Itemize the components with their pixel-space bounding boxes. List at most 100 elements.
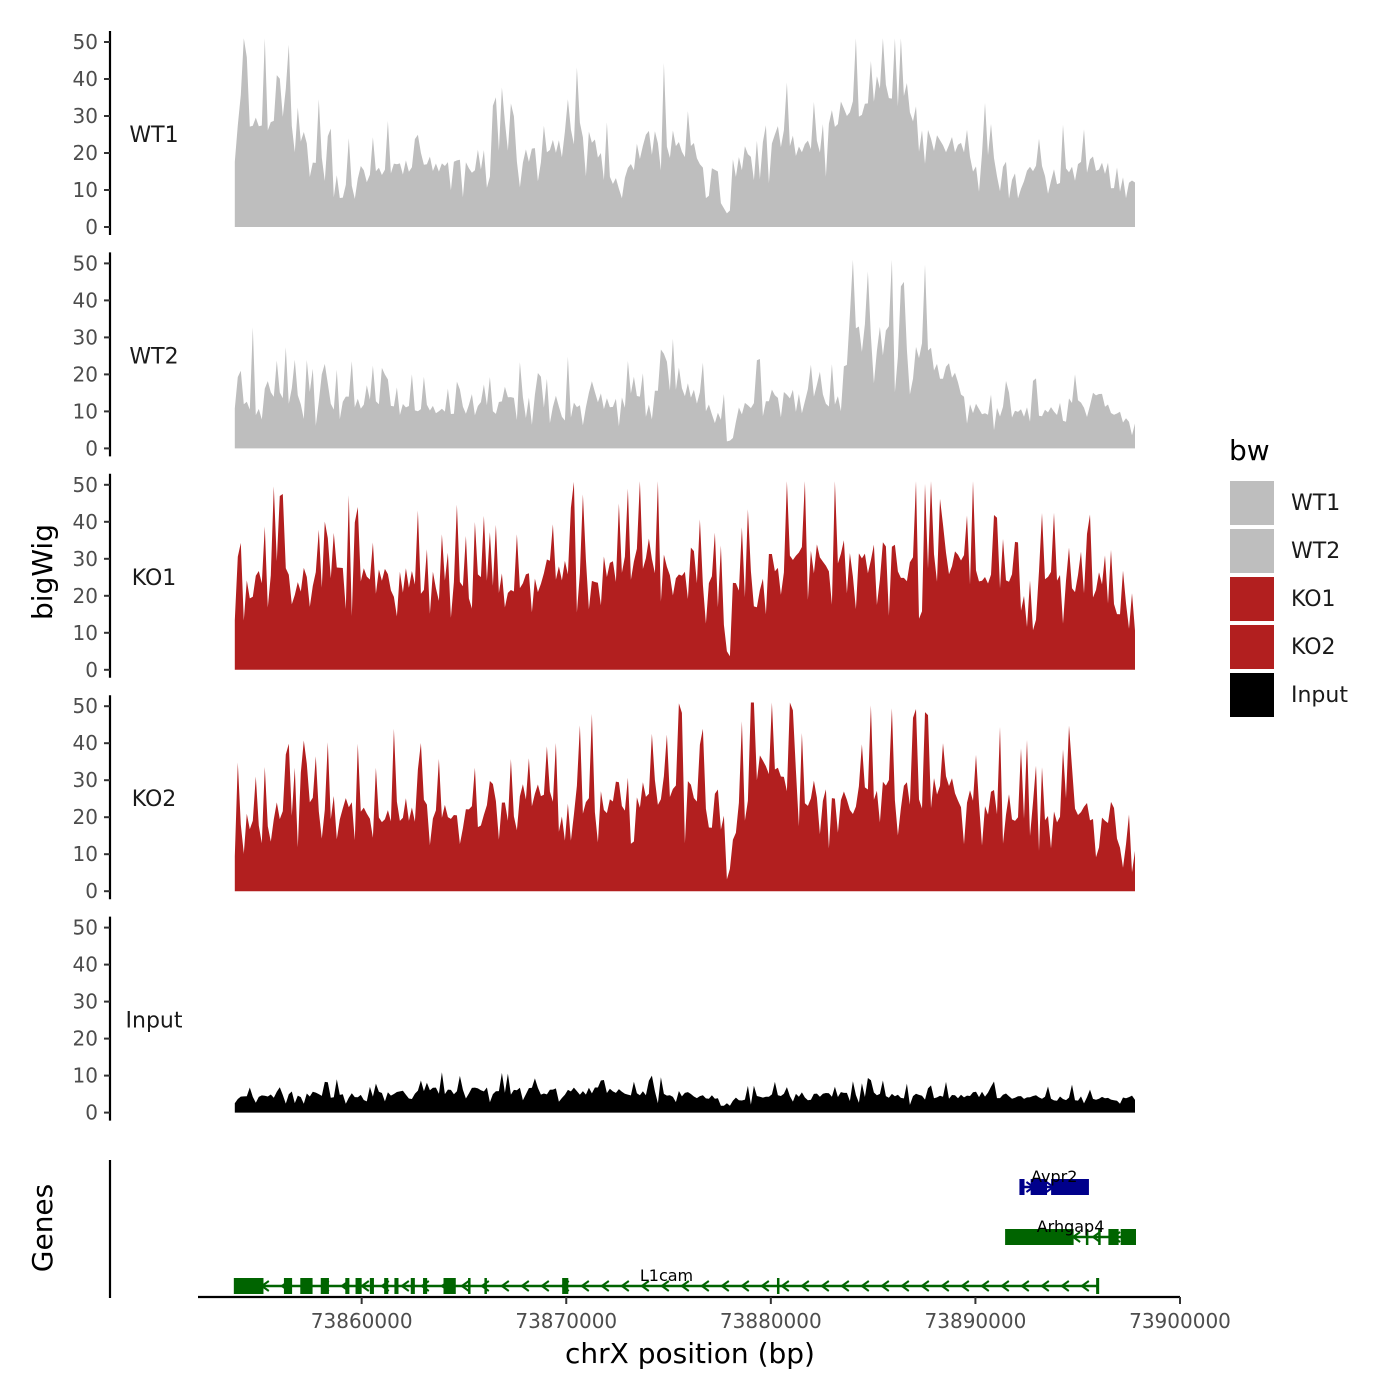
gene-strand-arrow-l1cam: [940, 1280, 950, 1292]
y-tick-label-wt1-20: 20: [73, 141, 98, 165]
gene-strand-arrow-l1cam: [520, 1280, 530, 1292]
gene-exon-l1cam-6: [369, 1278, 374, 1294]
y-tick-label-wt1-0: 0: [85, 215, 98, 239]
gene-strand-arrow-l1cam: [900, 1280, 910, 1292]
track-wt2: [234, 259, 1136, 449]
track-ko1: [234, 481, 1136, 670]
legend-swatch-input: [1228, 671, 1276, 719]
gene-strand-arrow-l1cam: [580, 1280, 590, 1292]
gene-exon-arhgap4-1: [1085, 1229, 1089, 1245]
track-wt1: [234, 38, 1136, 227]
legend-title: bw: [1229, 434, 1270, 467]
y-tick-label-ko2-50: 50: [73, 694, 98, 718]
gene-label-arhgap4: Arhgap4: [1037, 1217, 1105, 1236]
legend-swatch-wt2: [1228, 527, 1276, 575]
x-tick-label-73880000: 73880000: [720, 1309, 822, 1333]
gene-strand-arrow-l1cam: [780, 1280, 790, 1292]
track-label-wt1: WT1: [129, 123, 178, 148]
legend-swatch-ko2: [1228, 623, 1276, 671]
gene-strand-arrow-l1cam: [840, 1280, 850, 1292]
gene-strand-arrow-l1cam: [1040, 1280, 1050, 1292]
legend-label-wt1: WT1: [1291, 491, 1340, 516]
gene-exon-l1cam-1: [283, 1278, 293, 1294]
x-tick-label-73860000: 73860000: [311, 1309, 413, 1333]
gene-strand-arrow-l1cam: [400, 1280, 410, 1292]
y-tick-label-ko1-50: 50: [73, 473, 98, 497]
y-tick-label-input-50: 50: [73, 916, 98, 940]
gene-exon-l1cam-8: [394, 1278, 399, 1294]
gene-exon-l1cam-2: [300, 1278, 313, 1294]
gene-strand-arrow-l1cam: [700, 1280, 710, 1292]
gene-strand-arrow-l1cam: [720, 1280, 730, 1292]
y-tick-label-ko1-30: 30: [73, 547, 98, 571]
gene-strand-arrow-l1cam: [800, 1280, 810, 1292]
legend-item-wt1: WT1: [1228, 479, 1340, 527]
track-label-ko2: KO2: [132, 787, 177, 812]
y-axis-title: bigWig: [26, 524, 59, 620]
gene-strand-arrow-l1cam: [640, 1280, 650, 1292]
legend-label-input: Input: [1291, 683, 1348, 708]
gene-strand-arrow-l1cam: [660, 1280, 670, 1292]
gene-exon-l1cam-10: [423, 1278, 428, 1294]
y-tick-label-ko2-20: 20: [73, 805, 98, 829]
gene-exon-l1cam-16: [1096, 1278, 1099, 1294]
legend: bw WT1 WT2 KO1 KO2 Input: [1228, 434, 1348, 719]
gene-exon-avpr2-1: [1030, 1179, 1048, 1195]
y-tick-label-wt1-40: 40: [73, 67, 98, 91]
gene-exon-l1cam-11: [443, 1278, 456, 1294]
y-tick-label-wt1-30: 30: [73, 104, 98, 128]
x-axis-title: chrX position (bp): [565, 1337, 815, 1370]
y-tick-label-wt2-0: 0: [85, 436, 98, 460]
y-tick-label-wt2-50: 50: [73, 251, 98, 275]
x-tick-label-73890000: 73890000: [925, 1309, 1027, 1333]
gene-exon-l1cam-5: [355, 1278, 362, 1294]
gene-exon-l1cam-12: [468, 1278, 471, 1294]
y-tick-label-ko1-20: 20: [73, 584, 98, 608]
gene-exon-arhgap4-4: [1120, 1229, 1135, 1245]
y-tick-label-ko1-0: 0: [85, 658, 98, 682]
track-label-wt2: WT2: [129, 344, 178, 369]
coverage-area-ko1: [234, 481, 1136, 670]
legend-item-input: Input: [1228, 671, 1348, 719]
gene-strand-arrow-l1cam: [960, 1280, 970, 1292]
gene-exon-l1cam-7: [384, 1278, 389, 1294]
gene-strand-arrow-l1cam: [760, 1280, 770, 1292]
gene-exon-arhgap4-3: [1108, 1229, 1119, 1245]
legend-item-ko1: KO1: [1228, 575, 1336, 623]
y-tick-label-input-0: 0: [85, 1101, 98, 1125]
track-input: [234, 1072, 1136, 1113]
track-label-ko1: KO1: [132, 566, 177, 591]
y-tick-label-input-30: 30: [73, 990, 98, 1014]
gene-strand-arrow-l1cam: [980, 1280, 990, 1292]
gene-strand-arrow-l1cam: [1020, 1280, 1030, 1292]
gene-exon-l1cam-14: [562, 1278, 569, 1294]
gene-avpr2: Avpr2: [1019, 1167, 1089, 1195]
gene-exon-avpr2-0: [1020, 1179, 1025, 1195]
gene-strand-arrow-l1cam: [460, 1280, 470, 1292]
y-tick-label-ko2-40: 40: [73, 731, 98, 755]
legend-items: WT1 WT2 KO1 KO2 Input: [1228, 479, 1348, 719]
y-tick-label-ko1-10: 10: [73, 621, 98, 645]
legend-item-wt2: WT2: [1228, 527, 1340, 575]
y-tick-label-ko2-10: 10: [73, 842, 98, 866]
gene-exon-avpr2-2: [1051, 1179, 1088, 1195]
coverage-area-ko2: [234, 702, 1136, 892]
legend-swatch-ko1: [1228, 575, 1276, 623]
gene-exon-l1cam-0: [234, 1278, 264, 1294]
gene-label-avpr2: Avpr2: [1031, 1167, 1077, 1186]
y-tick-label-input-10: 10: [73, 1064, 98, 1088]
gene-strand-arrow-l1cam: [360, 1280, 370, 1292]
axis-layer: 0 10 20 30 40 50 WT1 0 10 20 30 40 50 WT2 0 10 20 30 40 50 K…: [73, 30, 1231, 1333]
gene-label-l1cam: L1cam: [640, 1266, 693, 1285]
gene-strand-arrow-l1cam: [1000, 1280, 1010, 1292]
gene-strand-arrow-l1cam: [620, 1280, 630, 1292]
legend-swatch-wt1: [1228, 479, 1276, 527]
coverage-area-wt2: [234, 259, 1136, 449]
tracks-layer: [234, 38, 1136, 1113]
y-tick-label-ko2-0: 0: [85, 879, 98, 903]
gene-strand-arrow-l1cam: [740, 1280, 750, 1292]
legend-item-ko2: KO2: [1228, 623, 1336, 671]
coverage-area-wt1: [234, 38, 1136, 227]
